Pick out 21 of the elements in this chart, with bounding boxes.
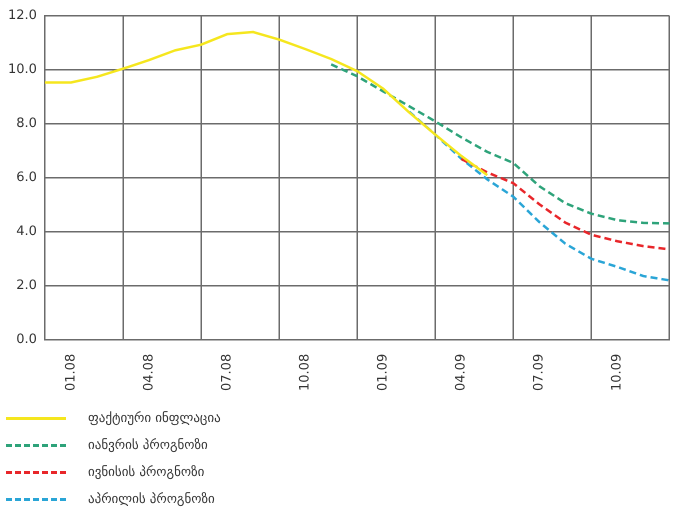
y-tick-label: 10.0 [8,62,37,78]
x-tick-label: 04.08 [141,354,156,391]
legend-label: ივნისის პროგნოზი [88,465,204,480]
x-tick-label: 07.09 [532,354,547,391]
line-series [408,110,671,282]
y-tick-label: 6.0 [16,170,37,186]
x-tick-label: 07.08 [219,354,234,391]
y-tick-label: 8.0 [16,116,37,132]
legend-label: აპრილის პროგნოზი [88,492,215,507]
x-tick-label: 10.09 [610,354,625,391]
x-tick-label: 04.09 [454,354,469,391]
y-tick-label: 2.0 [16,278,37,294]
x-tick-label: 01.08 [63,354,78,391]
y-tick-label: 12.0 [8,8,37,24]
x-tick-label: 10.08 [298,354,313,391]
y-tick-label: 0.0 [16,332,37,348]
legend-label: იანვრის პროგნოზი [88,438,208,453]
y-tick-label: 4.0 [16,224,37,240]
x-tick-label: 01.09 [376,354,391,391]
legend-label: ფაქტიური ინფლაცია [88,411,221,426]
line-series [330,63,671,225]
